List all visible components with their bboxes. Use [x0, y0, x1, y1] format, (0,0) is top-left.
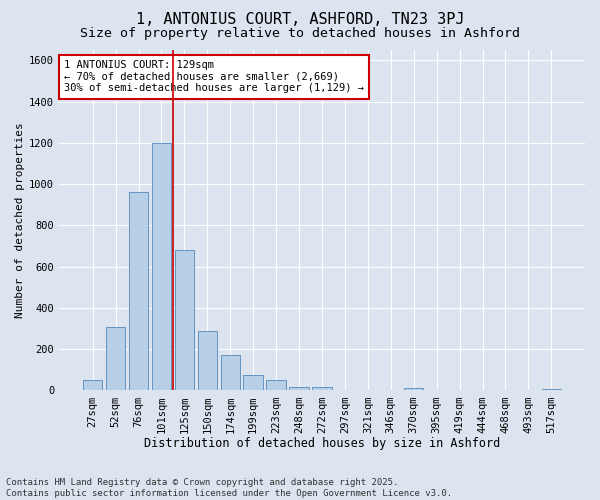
Text: 1 ANTONIUS COURT: 129sqm
← 70% of detached houses are smaller (2,669)
30% of sem: 1 ANTONIUS COURT: 129sqm ← 70% of detach… — [64, 60, 364, 94]
Bar — [152, 143, 171, 390]
Bar — [129, 192, 148, 390]
Y-axis label: Number of detached properties: Number of detached properties — [15, 122, 25, 318]
Bar — [404, 388, 424, 390]
Text: Size of property relative to detached houses in Ashford: Size of property relative to detached ho… — [80, 28, 520, 40]
Bar — [221, 356, 240, 390]
Bar — [83, 380, 103, 390]
X-axis label: Distribution of detached houses by size in Ashford: Distribution of detached houses by size … — [144, 437, 500, 450]
Text: Contains HM Land Registry data © Crown copyright and database right 2025.
Contai: Contains HM Land Registry data © Crown c… — [6, 478, 452, 498]
Bar — [106, 326, 125, 390]
Bar — [244, 375, 263, 390]
Bar — [175, 250, 194, 390]
Bar — [312, 388, 332, 390]
Bar — [197, 330, 217, 390]
Text: 1, ANTONIUS COURT, ASHFORD, TN23 3PJ: 1, ANTONIUS COURT, ASHFORD, TN23 3PJ — [136, 12, 464, 28]
Bar — [266, 380, 286, 390]
Bar — [289, 388, 309, 390]
